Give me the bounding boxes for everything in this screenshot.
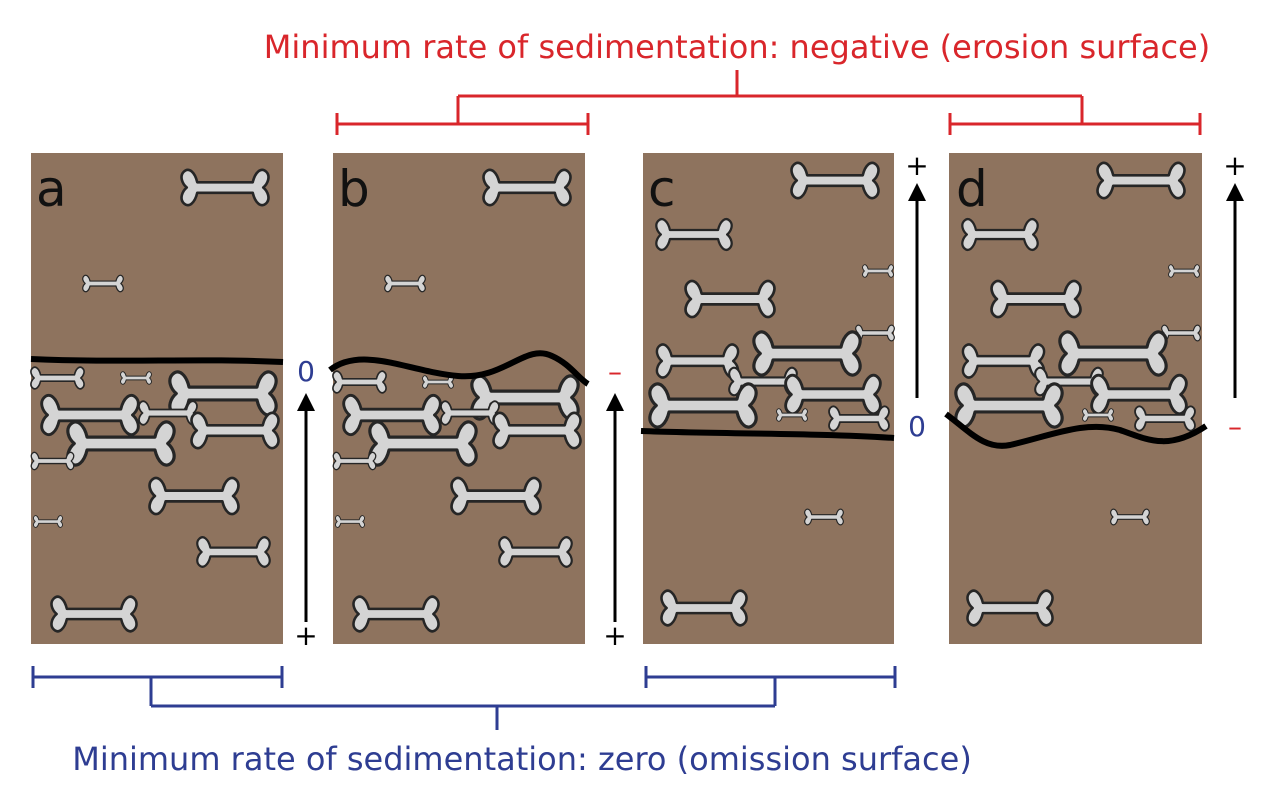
panel-b: b – + (328, 153, 627, 652)
minus-label: – (1228, 410, 1242, 443)
erosion-surface (944, 411, 1208, 449)
omission-surface (640, 428, 895, 441)
erosion-surface (328, 350, 590, 387)
plus-label: + (603, 619, 626, 652)
omission-bracket (31, 666, 897, 730)
panel-letter: b (338, 160, 370, 218)
panel-c: c + 0 (640, 149, 929, 644)
erosion-bracket (335, 70, 1202, 135)
panel-letter: d (956, 160, 988, 218)
minus-label: – (608, 355, 622, 388)
plus-label: + (905, 149, 928, 182)
plus-label: + (1223, 149, 1246, 182)
panel-letter: c (648, 160, 676, 218)
zero-label: 0 (297, 355, 315, 388)
panel-letter: a (36, 160, 67, 218)
omission-surface (30, 356, 284, 365)
panel-d: d + – (944, 149, 1247, 644)
plus-label: + (294, 619, 317, 652)
title-erosion: Minimum rate of sedimentation: negative … (264, 28, 1210, 66)
panel-a: a 0 + (30, 153, 318, 652)
zero-label: 0 (908, 410, 926, 443)
title-omission: Minimum rate of sedimentation: zero (omi… (72, 740, 972, 778)
